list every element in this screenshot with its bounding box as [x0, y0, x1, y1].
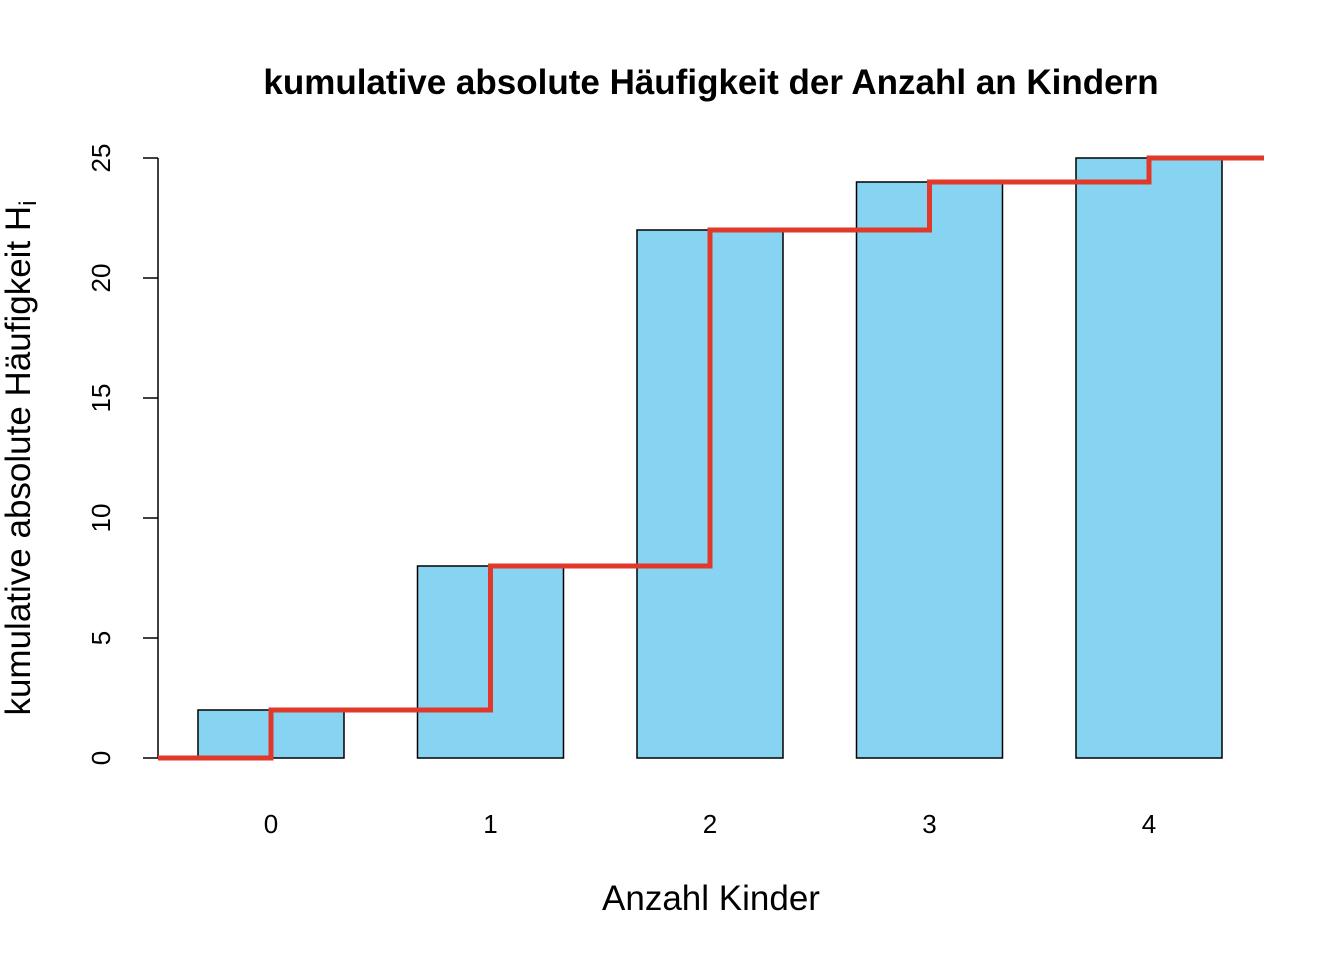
y-axis-title: kumulative absolute Häufigkeit Hi [0, 200, 42, 715]
y-tick-label: 0 [86, 751, 116, 765]
x-tick-label: 2 [703, 809, 717, 839]
step-line [158, 155, 1264, 761]
y-axis-title-main: kumulative absolute Häufigkeit H [0, 206, 38, 716]
bar [855, 181, 1004, 759]
y-axis-title-subscript: i [15, 200, 42, 205]
x-tick-label: 3 [922, 809, 936, 839]
chart-title: kumulative absolute Häufigkeit der Anzah… [263, 63, 1158, 102]
y-tick-label: 25 [86, 144, 116, 173]
y-tick-label: 5 [86, 631, 116, 645]
x-tick-label: 1 [483, 809, 497, 839]
x-tick-labels: 0 1 2 3 4 [264, 809, 1156, 839]
y-axis: 0 5 10 15 20 25 [86, 144, 159, 765]
y-tick-label: 20 [86, 264, 116, 293]
x-axis-title: Anzahl Kinder [602, 879, 820, 918]
y-tick-label: 10 [86, 504, 116, 533]
cumulative-step-line [158, 155, 1264, 761]
y-tick-label: 15 [86, 384, 116, 413]
bar [1075, 157, 1223, 759]
x-tick-label: 4 [1142, 809, 1156, 839]
x-tick-label: 0 [264, 809, 278, 839]
